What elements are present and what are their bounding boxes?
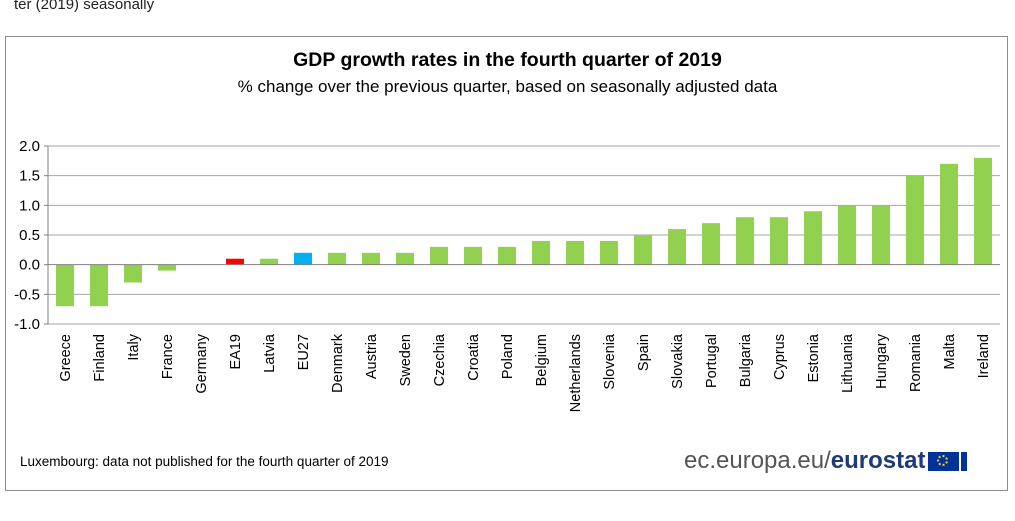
x-tick-label-hungary: Hungary bbox=[874, 333, 890, 389]
eurostat-logo: ec.europa.eu/eurostat bbox=[684, 447, 968, 475]
y-tick-label: -0.5 bbox=[14, 286, 40, 303]
bar-sweden bbox=[395, 252, 415, 265]
x-tick-label-poland: Poland bbox=[500, 334, 516, 379]
bar-hungary bbox=[871, 205, 891, 265]
x-tick-label-latvia: Latvia bbox=[262, 333, 278, 373]
x-tick-label-lithuania: Lithuania bbox=[840, 333, 856, 393]
bar-croatia bbox=[463, 246, 483, 265]
x-tick-label-slovenia: Slovenia bbox=[602, 333, 618, 390]
x-tick-label-spain: Spain bbox=[636, 334, 652, 371]
bar-ea19 bbox=[225, 258, 245, 265]
axes bbox=[44, 145, 1000, 325]
chart-title: GDP growth rates in the fourth quarter o… bbox=[293, 49, 722, 71]
bar-denmark bbox=[327, 252, 347, 265]
bar-ireland bbox=[973, 157, 993, 265]
x-tick-label-portugal: Portugal bbox=[704, 334, 720, 388]
x-tick-label-france: France bbox=[160, 334, 176, 379]
x-tick-label-estonia: Estonia bbox=[806, 333, 822, 382]
x-tick-label-croatia: Croatia bbox=[466, 333, 482, 381]
bar-belgium bbox=[531, 240, 551, 265]
bar-france bbox=[157, 264, 177, 271]
bar-romania bbox=[905, 175, 925, 265]
bar-austria bbox=[361, 252, 381, 265]
bar-slovakia bbox=[667, 229, 687, 265]
x-tick-label-germany: Germany bbox=[194, 333, 210, 393]
bar-finland bbox=[89, 264, 109, 307]
y-tick-label: 1.0 bbox=[19, 197, 40, 214]
x-tick-label-belgium: Belgium bbox=[534, 334, 550, 386]
bar-portugal bbox=[701, 223, 721, 265]
x-tick-label-malta: Malta bbox=[942, 333, 958, 369]
bar-netherlands bbox=[565, 240, 585, 265]
bar-eu27 bbox=[293, 252, 313, 265]
x-tick-label-slovakia: Slovakia bbox=[670, 333, 686, 389]
x-tick-label-eu27: EU27 bbox=[296, 334, 312, 370]
bar-lithuania bbox=[837, 205, 857, 265]
x-tick-label-bulgaria: Bulgaria bbox=[738, 333, 754, 387]
brand-prefix: ec.europa.eu/ bbox=[684, 447, 831, 474]
x-tick-label-greece: Greece bbox=[58, 334, 74, 382]
x-tick-label-finland: Finland bbox=[92, 334, 108, 382]
x-tick-label-austria: Austria bbox=[364, 333, 380, 379]
brand-name: eurostat bbox=[830, 447, 926, 474]
bar-greece bbox=[55, 264, 75, 307]
x-tick-labels: Greece Finland Italy France Germany EA19 Latvi… bbox=[58, 333, 992, 412]
top-cut-off-text: ter (2019) seasonally bbox=[14, 0, 155, 13]
bars bbox=[55, 157, 993, 307]
x-tick-label-denmark: Denmark bbox=[330, 333, 346, 393]
y-tick-label: 0.0 bbox=[19, 257, 40, 274]
bar-czechia bbox=[429, 246, 449, 265]
footnote: Luxembourg: data not published for the f… bbox=[20, 454, 389, 469]
x-tick-label-ireland: Ireland bbox=[976, 334, 992, 378]
x-tick-label-czechia: Czechia bbox=[432, 333, 448, 386]
bar-cyprus bbox=[769, 217, 789, 265]
x-tick-label-netherlands: Netherlands bbox=[568, 334, 584, 412]
x-tick-label-italy: Italy bbox=[126, 333, 142, 360]
bar-latvia bbox=[259, 258, 279, 265]
x-tick-label-ea19: EA19 bbox=[228, 334, 244, 369]
bar-poland bbox=[497, 246, 517, 265]
x-tick-label-romania: Romania bbox=[908, 333, 924, 392]
bar-italy bbox=[123, 264, 143, 283]
y-tick-labels: 2.0 1.5 1.0 0.5 0.0 -0.5 -1.0 bbox=[14, 138, 40, 333]
y-tick-label: 2.0 bbox=[19, 138, 40, 155]
bar-slovenia bbox=[599, 240, 619, 265]
bar-malta bbox=[939, 163, 959, 265]
bar-bulgaria bbox=[735, 217, 755, 265]
eu-flag-icon bbox=[928, 451, 960, 471]
gridlines bbox=[48, 145, 1000, 325]
x-tick-label-sweden: Sweden bbox=[398, 334, 414, 386]
x-tick-label-cyprus: Cyprus bbox=[772, 334, 788, 380]
y-tick-label: 0.5 bbox=[19, 227, 40, 244]
chart-subtitle: % change over the previous quarter, base… bbox=[237, 77, 778, 96]
y-tick-label: 1.5 bbox=[19, 168, 40, 185]
bar-estonia bbox=[803, 211, 823, 265]
bar-spain bbox=[633, 235, 653, 265]
eu-flag-edge bbox=[961, 451, 968, 471]
y-tick-label: -1.0 bbox=[14, 316, 40, 333]
